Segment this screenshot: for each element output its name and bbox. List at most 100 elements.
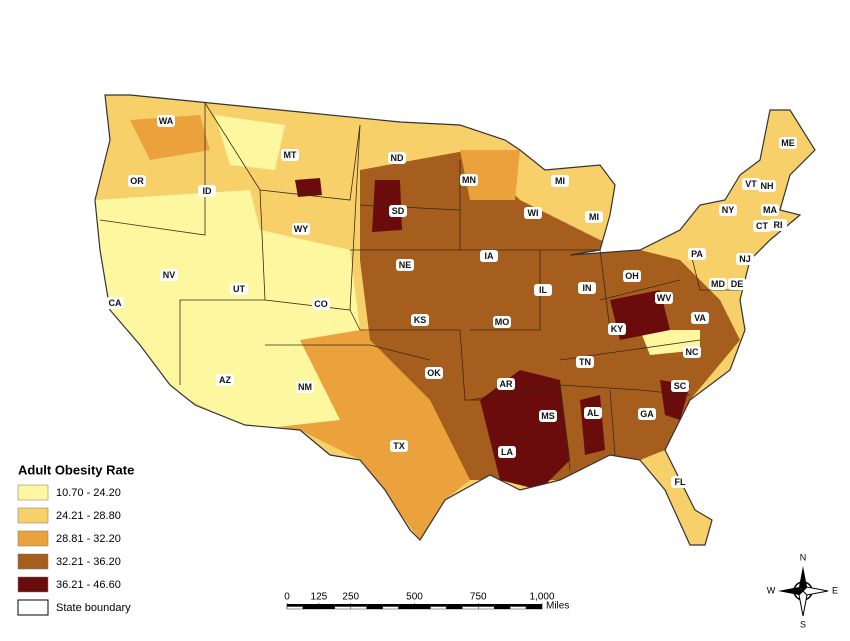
state-boundary [540, 249, 611, 331]
scale-segment [525, 606, 543, 610]
scale-segment [286, 606, 304, 610]
scale-tick-label: 250 [342, 592, 359, 603]
state-label-box [411, 314, 429, 326]
scale-segment [302, 606, 320, 610]
state-label-box [493, 316, 511, 328]
state-label: AZ [219, 375, 231, 385]
scale-segment [509, 606, 527, 610]
state-label: AR [500, 379, 513, 389]
state-label: MS [541, 411, 555, 421]
state-boundary [559, 384, 571, 471]
compass-n: N [800, 552, 807, 562]
state-label-box [779, 137, 797, 149]
state-label-box [691, 312, 709, 324]
state-label: KY [611, 324, 624, 334]
state-label: NY [722, 205, 735, 215]
compass-e: E [832, 585, 838, 595]
rate-region [460, 150, 520, 200]
scale-segment [446, 606, 463, 610]
state-label: ME [781, 138, 795, 148]
state-labels: WA OR ID MT WY ND SD NE MN WI MI MI IA IL IN OH PA NY VT NH… [106, 115, 797, 488]
legend-swatch [17, 530, 49, 547]
state-label-box [709, 278, 727, 290]
state-label: GA [640, 409, 654, 419]
state-label: TN [579, 357, 591, 367]
state-label-box [160, 269, 178, 281]
state-label: CT [756, 221, 768, 231]
legend-label: State boundary [56, 602, 131, 614]
state-label: ID [203, 186, 213, 196]
scale-tick-label: 125 [311, 592, 328, 603]
state-label: NJ [739, 254, 751, 264]
state-label-box [198, 185, 216, 197]
state-label-box [608, 323, 626, 335]
state-label-box [728, 278, 746, 290]
rate-region [215, 115, 285, 170]
state-label: MD [711, 279, 725, 289]
state-label: SD [392, 206, 405, 216]
legend-label: 28.81 - 32.20 [56, 533, 121, 545]
legend-swatch [17, 507, 49, 524]
state-label-box [498, 446, 516, 458]
us-choropleth [95, 95, 815, 545]
state-label: DE [731, 279, 744, 289]
state-label-box [389, 205, 407, 217]
state-label: NE [399, 260, 412, 270]
scale-segment [446, 604, 463, 607]
state-label-box [688, 248, 706, 260]
state-boundaries [99, 102, 740, 471]
state-label: UT [233, 284, 245, 294]
scale-segment [287, 604, 303, 607]
state-label: ND [391, 153, 404, 163]
state-label: VA [694, 313, 706, 323]
state-label: KS [414, 315, 427, 325]
legend-swatch [17, 484, 49, 501]
compass-arrow [802, 586, 829, 596]
state-label-box [106, 297, 124, 309]
legend-swatch [17, 599, 49, 616]
state-label-box [539, 410, 557, 422]
state-label-box [396, 259, 414, 271]
state-label: RI [774, 220, 783, 230]
state-label: IN [583, 283, 592, 293]
rate-region [480, 370, 570, 490]
state-label: MA [763, 205, 777, 215]
us-outline [94, 94, 816, 546]
rate-region [360, 150, 740, 480]
scale-segment [382, 604, 399, 607]
scale-segment [462, 606, 479, 610]
legend-swatch [17, 553, 49, 570]
state-label: WI [528, 208, 539, 218]
state-label-box [281, 149, 299, 161]
state-label: MO [495, 317, 510, 327]
legend-label: 32.21 - 36.20 [56, 556, 121, 568]
state-boundary [469, 384, 691, 401]
scale-tick-label: 0 [284, 592, 290, 603]
state-label: PA [691, 249, 703, 259]
legend: 10.70 - 24.20 24.21 - 28.80 28.81 - 32.20 3… [17, 484, 131, 616]
state-boundary [599, 279, 681, 301]
state-label-box [761, 204, 779, 216]
state-label-box [742, 178, 760, 190]
scale-segment [334, 604, 351, 607]
state-label: IL [539, 285, 548, 295]
state-label: MT [284, 150, 297, 160]
state-label-box [758, 180, 776, 192]
state-label-box [753, 220, 771, 232]
state-label-box [769, 219, 787, 231]
state-label: MI [555, 176, 565, 186]
state-boundary [179, 299, 265, 385]
state-label: WV [657, 293, 672, 303]
scale-segment [430, 604, 447, 607]
scale-segment [302, 604, 319, 607]
scale-segment [414, 604, 431, 607]
state-label-box [524, 207, 542, 219]
state-label-box [216, 374, 234, 386]
state-boundary [359, 204, 461, 211]
state-label-box [578, 282, 596, 294]
state-label-box [551, 175, 569, 187]
scale-segment [334, 606, 351, 610]
state-boundary [689, 249, 740, 291]
state-label-box [292, 223, 310, 235]
scale-segment [350, 606, 367, 610]
